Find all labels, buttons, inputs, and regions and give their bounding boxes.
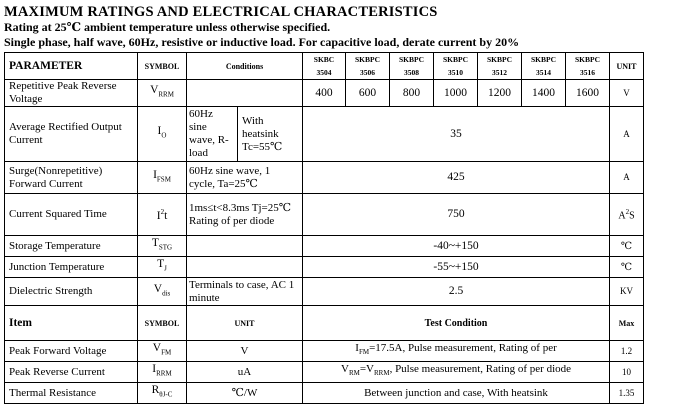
vrrm-conditions [185,79,304,107]
vrrm-value-3516: 1600 [565,79,611,107]
model-header-3508: SKBPC 3508 [389,52,435,80]
symbol-header: SYMBOL [137,52,187,80]
irrm-row: Peak Reverse Current IRRM uA VRM=VRRM, P… [4,361,645,383]
tj-conditions [185,256,304,278]
parameter-header: PARAMETER [4,52,138,80]
symbol2-header: SYMBOL [137,305,187,341]
vrrm-value-3512: 1200 [477,79,523,107]
vfm-max: 1.2 [609,340,645,362]
vdis-condition: Terminals to case, AC 1 minute [185,277,304,306]
i2t-unit: A2S [609,193,645,236]
vdis-row: Dielectric Strength Vdis Terminals to ca… [4,277,645,306]
tj-row: Junction Temperature TJ -55~+150 ℃ [4,256,645,278]
vdis-parameter: Dielectric Strength [4,277,138,306]
test-condition-header: Test Condition [302,305,611,341]
model-header-3512: SKBPC 3512 [477,52,523,80]
io-value: 35 [302,106,611,162]
vrrm-row: Repetitive Peak Reverse Voltage VRRM 400… [4,79,645,107]
vrrm-value-3514: 1400 [521,79,567,107]
i2t-value: 750 [302,193,611,236]
tj-unit: ℃ [609,256,645,278]
model-header-3504: SKBC 3504 [302,52,347,80]
io-symbol: IO [137,106,187,162]
rth-item: Thermal Resistance [4,382,138,404]
unit2-header: UNIT [185,305,304,341]
rth-row: Thermal Resistance RθJ-C ℃/W Between jun… [4,382,645,404]
ifsm-parameter: Surge(Nonrepetitive) Forward Current [4,161,138,194]
rth-symbol: RθJ-C [137,382,187,404]
ambient-note: Rating at 25℃ ambient temperature unless… [4,20,331,34]
io-condition-waveform: 60Hz sine wave, R-load [186,106,238,162]
vrrm-symbol: VRRM [137,79,187,107]
io-unit: A [609,106,645,162]
vrrm-unit: V [609,79,645,107]
vrrm-value-3508: 800 [389,79,435,107]
i2t-parameter: Current Squared Time [4,193,138,236]
tj-symbol: TJ [137,256,187,278]
vrrm-value-3504: 400 [302,79,347,107]
vdis-value: 2.5 [302,277,611,306]
vfm-row: Peak Forward Voltage VFM V IFM=17.5A, Pu… [4,340,645,362]
item-header: Item [4,305,138,341]
vrrm-parameter: Repetitive Peak Reverse Voltage [4,79,138,107]
irrm-symbol: IRRM [137,361,187,383]
vrrm-value-3506: 600 [345,79,391,107]
unit-header: UNIT [609,52,645,80]
table2-header-row: Item SYMBOL UNIT Test Condition Max [4,305,645,341]
vdis-unit: KV [609,277,645,306]
ifsm-unit: A [609,161,645,194]
model-header-3516: SKBPC 3516 [565,52,611,80]
io-condition-heatsink: With heatsink Tc=55℃ [236,106,304,162]
tstg-unit: ℃ [609,235,645,257]
tstg-row: Storage Temperature TSTG -40~+150 ℃ [4,235,645,257]
rth-unit: ℃/W [185,382,304,404]
ratings-table: PARAMETER SYMBOL Conditions SKBC 3504 SKB… [4,52,645,404]
model-header-3510: SKBPC 3510 [433,52,479,80]
rth-test-condition: Between junction and case, With heatsink [302,382,611,404]
model-header-3514: SKBPC 3514 [521,52,567,80]
vdis-symbol: Vdis [137,277,187,306]
rth-max: 1.35 [609,382,645,404]
conditions-header: Conditions [185,52,304,80]
i2t-row: Current Squared Time I2t 1ms≤t<8.3ms Tj=… [4,193,645,236]
tj-parameter: Junction Temperature [4,256,138,278]
vfm-unit: V [185,340,304,362]
ifsm-condition: 60Hz sine wave, 1 cycle, Ta=25℃ [185,161,304,194]
irrm-max: 10 [609,361,645,383]
vrrm-value-3510: 1000 [433,79,479,107]
io-row: Average Rectified Output Current IO 60Hz… [4,106,645,162]
ifsm-row: Surge(Nonrepetitive) Forward Current IFS… [4,161,645,194]
load-note: Single phase, half wave, 60Hz, resistive… [4,35,520,49]
i2t-symbol: I2t [137,193,187,236]
vfm-symbol: VFM [137,340,187,362]
vfm-test-condition: IFM=17.5A, Pulse measurement, Rating of … [302,340,611,362]
max-header: Max [609,305,645,341]
irrm-item: Peak Reverse Current [4,361,138,383]
tstg-parameter: Storage Temperature [4,235,138,257]
document-title: MAXIMUM RATINGS AND ELECTRICAL CHARACTER… [4,4,438,20]
table1-header-row: PARAMETER SYMBOL Conditions SKBC 3504 SKB… [4,52,645,80]
irrm-unit: uA [185,361,304,383]
tstg-conditions [185,235,304,257]
ifsm-symbol: IFSM [137,161,187,194]
io-parameter: Average Rectified Output Current [4,106,138,162]
ifsm-value: 425 [302,161,611,194]
i2t-condition: 1ms≤t<8.3ms Tj=25℃ Rating of per diode [185,193,304,236]
tstg-symbol: TSTG [137,235,187,257]
tj-value: -55~+150 [302,256,611,278]
tstg-value: -40~+150 [302,235,611,257]
irrm-test-condition: VRM=VRRM, Pulse measurement, Rating of p… [302,361,611,383]
vfm-item: Peak Forward Voltage [4,340,138,362]
model-header-3506: SKBPC 3506 [345,52,391,80]
